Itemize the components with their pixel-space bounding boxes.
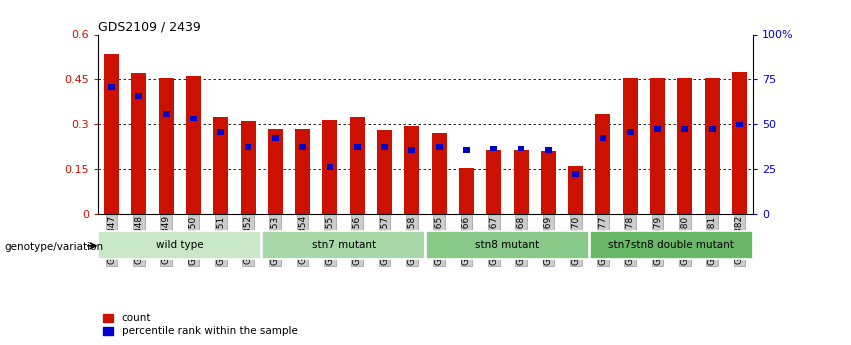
Bar [300, 144, 306, 150]
Text: stn7 mutant: stn7 mutant [311, 240, 375, 250]
Bar [135, 93, 142, 99]
Bar [654, 126, 661, 132]
Bar [682, 126, 688, 132]
Bar [323, 120, 338, 214]
Bar [381, 144, 388, 150]
Bar [244, 144, 251, 150]
Text: stn7stn8 double mutant: stn7stn8 double mutant [608, 240, 734, 250]
Bar [677, 78, 693, 214]
FancyBboxPatch shape [590, 231, 752, 259]
Bar [131, 73, 146, 214]
Bar [623, 78, 637, 214]
Text: genotype/variation: genotype/variation [4, 242, 103, 252]
Bar [709, 126, 716, 132]
Bar [736, 122, 743, 127]
Bar [431, 133, 447, 214]
Bar [436, 144, 443, 150]
Bar [517, 146, 524, 151]
FancyBboxPatch shape [262, 231, 425, 259]
Bar [463, 147, 470, 152]
Bar [596, 114, 610, 214]
Bar [408, 147, 415, 152]
Bar [490, 146, 497, 151]
Bar [104, 54, 119, 214]
Bar [272, 135, 279, 141]
Bar [568, 166, 583, 214]
Bar [650, 78, 665, 214]
Bar [705, 78, 720, 214]
Bar [158, 78, 174, 214]
Bar [327, 164, 334, 170]
Bar [268, 129, 283, 214]
Bar [163, 111, 169, 117]
Bar [545, 147, 551, 152]
Legend: count, percentile rank within the sample: count, percentile rank within the sample [103, 313, 298, 336]
Text: GDS2109 / 2439: GDS2109 / 2439 [98, 20, 201, 33]
Bar [513, 150, 528, 214]
Bar [732, 72, 747, 214]
Bar [600, 135, 607, 141]
Bar [459, 168, 474, 214]
Bar [108, 85, 115, 90]
Text: stn8 mutant: stn8 mutant [476, 240, 540, 250]
Bar [486, 150, 501, 214]
Bar [404, 126, 420, 214]
Bar [541, 151, 556, 214]
Bar [241, 121, 255, 214]
FancyBboxPatch shape [99, 231, 261, 259]
FancyBboxPatch shape [426, 231, 589, 259]
Bar [214, 117, 228, 214]
Bar [572, 171, 579, 177]
Text: wild type: wild type [156, 240, 203, 250]
Bar [186, 76, 201, 214]
Bar [354, 144, 361, 150]
Bar [190, 116, 197, 121]
Bar [295, 129, 310, 214]
Bar [217, 129, 224, 135]
Bar [350, 117, 365, 214]
Bar [627, 129, 634, 135]
Bar [377, 130, 392, 214]
